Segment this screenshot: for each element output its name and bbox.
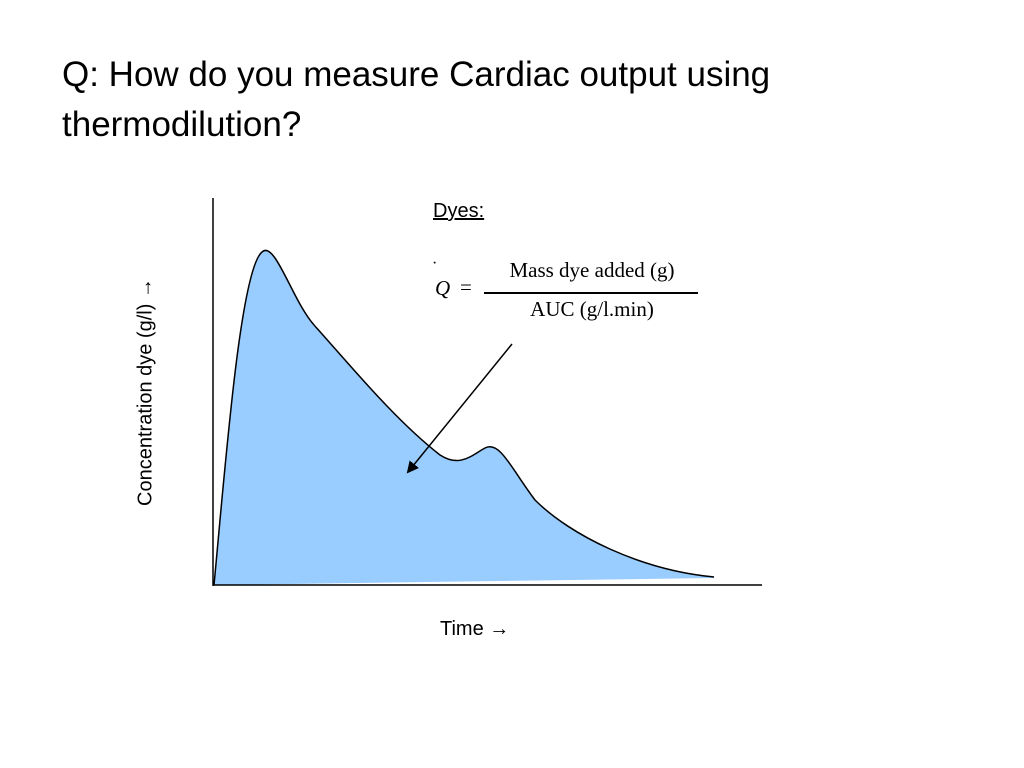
fraction-bar: [484, 292, 698, 294]
pointer-arrow: [406, 343, 513, 474]
slide-title: Q: How do you measure Cardiac output usi…: [62, 50, 942, 150]
title-line-1: Q: How do you measure Cardiac output usi…: [62, 55, 771, 94]
x-axis-label: Time →: [440, 618, 510, 640]
equals-sign: =: [460, 275, 472, 299]
formula-numerator: Mass dye added (g): [509, 258, 675, 282]
dye-concentration-curve: [213, 249, 715, 586]
title-line-2: thermodilution?: [62, 105, 302, 144]
cardiac-output-formula: · Q = Mass dye added (g) AUC (g/l.min): [432, 256, 712, 332]
formula-denominator: AUC (g/l.min): [530, 297, 654, 321]
y-axis-label: Concentration dye (g/l) →: [134, 278, 157, 506]
dyes-heading: Dyes:: [433, 200, 485, 222]
q-dot: ·: [432, 255, 438, 272]
q-symbol: Q: [435, 276, 451, 300]
auc-area: [214, 250, 714, 585]
